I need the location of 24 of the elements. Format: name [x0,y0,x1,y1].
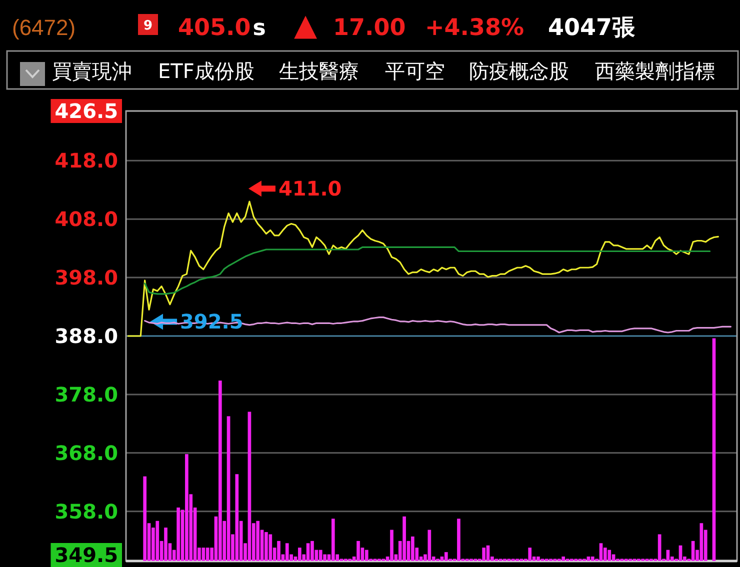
annotation: +4.38% [425,15,524,41]
ytick-label: 426.5 [50,99,122,123]
ytick-label: 368.0 [54,440,118,465]
annotation: 西藥製劑指標 [595,59,715,83]
annotation: 17.00 [333,15,406,41]
annotation: 生技醫療 [279,59,359,83]
ytick-label: 358.0 [54,499,118,524]
ytick-label: 378.0 [54,382,118,406]
ytick-label: 349.5 [50,543,122,567]
title: (6472) [12,15,76,40]
annotation: 防疫概念股 [469,59,569,83]
ytick-label: 388.0 [54,324,118,348]
annotation: ▲ [294,8,318,43]
ytick-label: 408.0 [54,207,118,232]
annotation: s [252,16,266,41]
ytick-label: 418.0 [54,148,118,173]
annotation: 405.0 [178,15,251,41]
annotation: 411.0 [278,176,342,201]
annotation: 買賣現沖 [52,59,132,83]
annotation: 9 [143,18,153,34]
ytick-label: 398.0 [54,266,118,290]
annotation: 4047張 [548,15,636,41]
annotation: ETF成份股 [158,59,254,83]
annotation: 平可空 [385,59,445,83]
